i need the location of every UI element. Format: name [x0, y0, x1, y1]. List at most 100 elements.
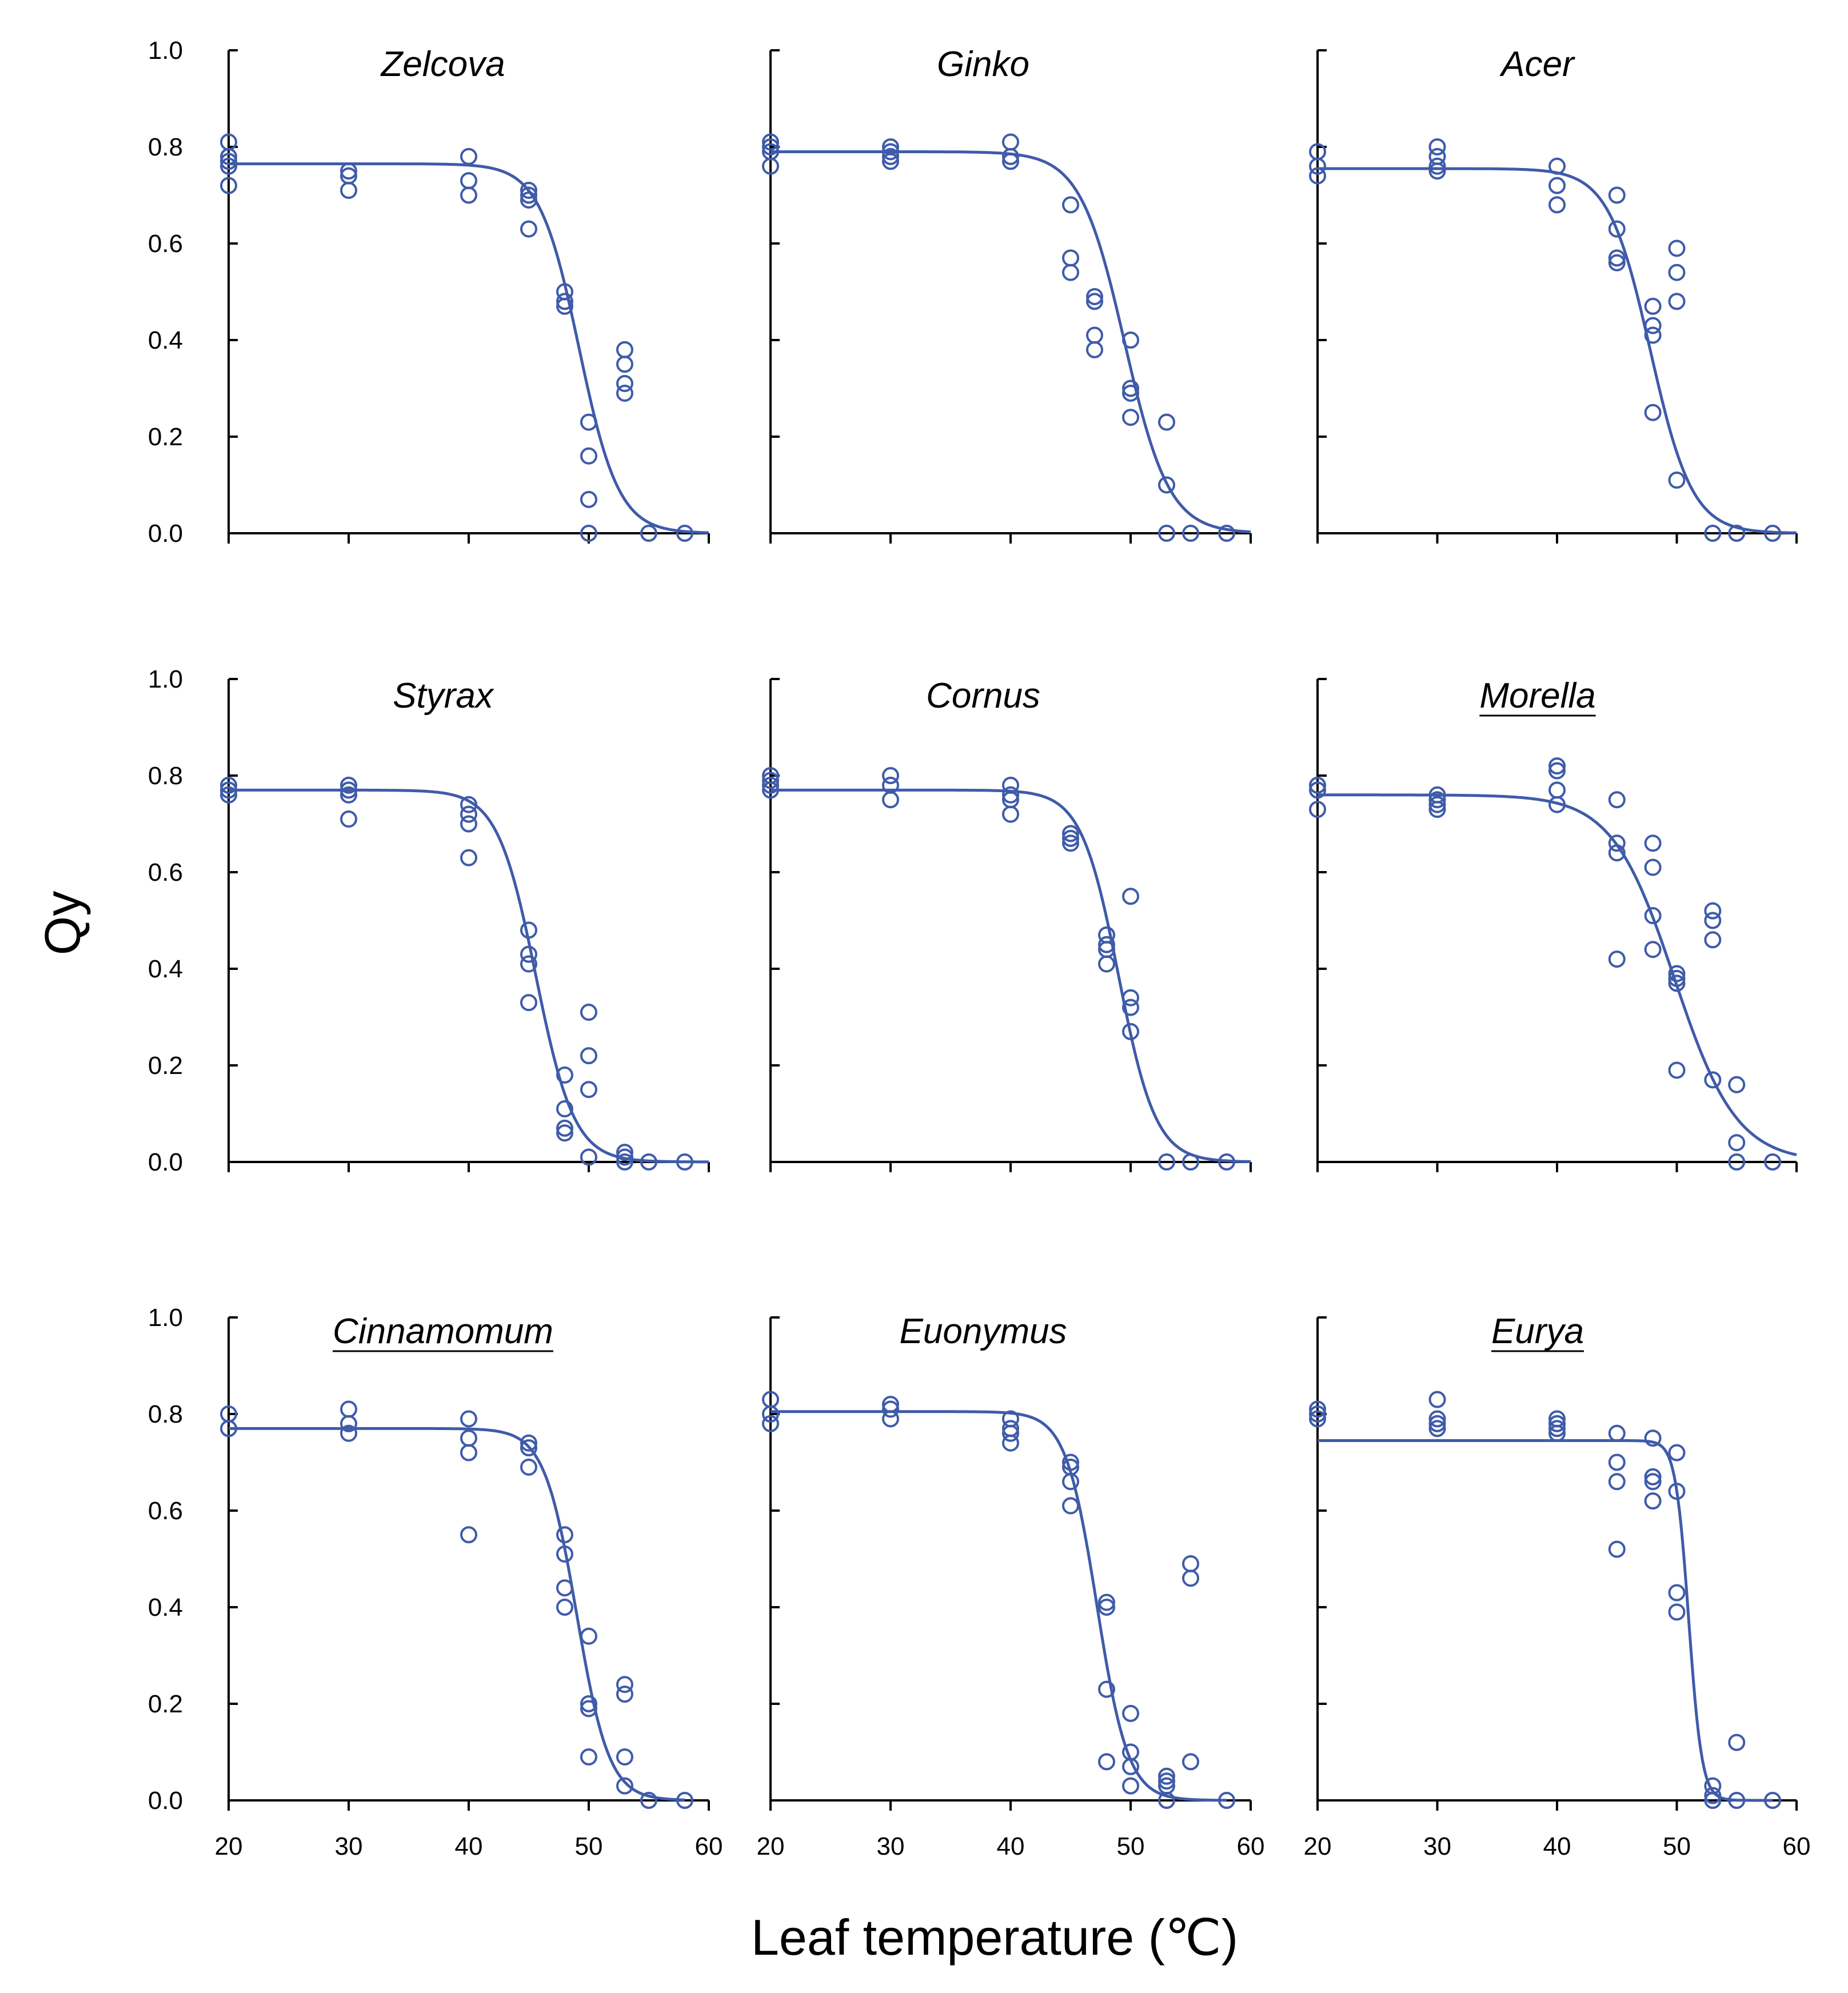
- panel-morella-data-point: [1728, 1153, 1746, 1171]
- panel-zelcova-data-point: [220, 157, 237, 175]
- panel-ginko-data-point: [762, 138, 779, 155]
- panel-cornus-data-point: [1122, 888, 1139, 905]
- panel-styrax-data-point: [340, 786, 357, 804]
- panel-cinnamomum-data-point: [340, 1424, 357, 1442]
- panel-zelcova: 0.0 0.2 0.4 0.6 0.8 1.0 Zelcova: [148, 37, 710, 548]
- panel-zelcova-data-point: [460, 147, 477, 165]
- panel-ginko-data-point: [1122, 384, 1139, 402]
- panel-cinnamomum-data-point: [580, 1748, 597, 1766]
- panel-styrax-data-point: [556, 1119, 573, 1137]
- panel-cinnamomum-ytick-label: 0.0: [148, 1787, 183, 1815]
- panel-euonymus-data-point: [1122, 1758, 1139, 1775]
- panel-ginko-fit-curve: [771, 150, 1251, 534]
- panel-cinnamomum-ytick-label: 0.8: [148, 1400, 183, 1428]
- panel-zelcova-data-point: [460, 172, 477, 190]
- panel-styrax-ytick-label: 1.0: [148, 665, 183, 693]
- panel-morella-data-point: [1668, 1061, 1686, 1079]
- panel-eurya-data-point: [1668, 1444, 1686, 1461]
- panel-eurya-data-point: [1644, 1473, 1662, 1491]
- panel-cinnamomum-data-point: [460, 1410, 477, 1428]
- panel-ginko-data-point: [1086, 287, 1103, 305]
- panel-cinnamomum-fit-curve: [229, 1427, 685, 1802]
- panel-cinnamomum-ytick-label: 0.4: [148, 1593, 183, 1621]
- panel-ginko-data-point: [1158, 525, 1175, 542]
- panel-morella-data-point: [1668, 969, 1686, 987]
- panel-euonymus-xtick-label: 40: [997, 1832, 1025, 1860]
- panel-euonymus-data-point: [1122, 1777, 1139, 1795]
- panel-eurya-data-point: [1608, 1453, 1626, 1471]
- panel-euonymus-xtick-label: 50: [1117, 1832, 1145, 1860]
- panel-cinnamomum-data-point: [460, 1526, 477, 1544]
- panel-eurya-data-point: [1704, 1792, 1722, 1809]
- panel-zelcova-ytick-label: 0.4: [148, 326, 183, 354]
- panel-euonymus-title: Euonymus: [900, 1312, 1067, 1351]
- panel-styrax-data-point: [676, 1153, 693, 1171]
- panel-euonymus-data-point: [1002, 1424, 1019, 1442]
- panel-acer-data-point: [1728, 525, 1746, 542]
- panel-styrax-data-point: [520, 945, 537, 963]
- panel-acer: Acer: [1309, 45, 1798, 544]
- panel-morella-data-point: [1608, 834, 1626, 852]
- panel-ginko-data-point: [1062, 263, 1079, 281]
- panel-eurya-data-point: [1309, 1410, 1326, 1428]
- panel-zelcova-data-point: [616, 356, 633, 373]
- panel-zelcova-fit-curve: [229, 162, 709, 534]
- panel-cinnamomum-data-point: [616, 1686, 633, 1703]
- panel-styrax-data-point: [220, 776, 237, 794]
- panel-cinnamomum-data-point: [556, 1599, 573, 1616]
- panel-cinnamomum-data-point: [520, 1434, 537, 1452]
- panel-acer-data-point: [1668, 263, 1686, 281]
- panel-morella-data-point: [1309, 776, 1326, 794]
- panel-zelcova-ytick-label: 1.0: [148, 37, 183, 65]
- panel-zelcova-data-point: [220, 177, 237, 194]
- panel-ginko-data-point: [1218, 525, 1235, 542]
- panels-group: 0.0 0.2 0.4 0.6 0.8 1.0 Zelcova Ginko Acer 0.0 0.2…: [148, 37, 1811, 1860]
- panel-zelcova-data-point: [520, 191, 537, 209]
- panel-eurya-xtick-label: 50: [1663, 1832, 1691, 1860]
- panel-ginko-data-point: [1062, 249, 1079, 267]
- panel-cinnamomum-data-point: [580, 1695, 597, 1712]
- panel-cornus-data-point: [762, 772, 779, 789]
- panel-eurya-data-point: [1428, 1415, 1446, 1432]
- panel-euonymus-data-point: [1098, 1593, 1115, 1611]
- panel-euonymus-data-point: [1062, 1453, 1079, 1471]
- panel-zelcova-ytick-label: 0.8: [148, 133, 183, 161]
- panel-morella-data-point: [1309, 781, 1326, 799]
- panel-ginko-data-point: [1062, 196, 1079, 214]
- panel-morella-data-point: [1704, 912, 1722, 929]
- panel-eurya-data-point: [1548, 1424, 1566, 1442]
- panel-cinnamomum: 0.0 0.2 0.4 0.6 0.8 1.0 20 30 40 50 60 Cinnamomum: [148, 1304, 723, 1860]
- panel-acer-data-point: [1644, 297, 1662, 315]
- panel-morella-data-point: [1704, 931, 1722, 949]
- panel-styrax-data-point: [616, 1144, 633, 1161]
- panel-cinnamomum-data-point: [520, 1458, 537, 1476]
- panel-euonymus-data-point: [1218, 1792, 1235, 1809]
- panel-cinnamomum-title: Cinnamomum: [333, 1312, 553, 1351]
- panel-cinnamomum-ytick-label: 0.6: [148, 1497, 183, 1525]
- panel-acer-data-point: [1668, 239, 1686, 257]
- panel-ginko-data-point: [1002, 133, 1019, 151]
- panel-morella-data-point: [1728, 1134, 1746, 1152]
- panel-cinnamomum-data-point: [580, 1627, 597, 1645]
- panel-cinnamomum-data-point: [580, 1700, 597, 1718]
- panel-zelcova-data-point: [676, 525, 693, 542]
- panel-morella-data-point: [1608, 950, 1626, 968]
- panel-styrax-ytick-label: 0.4: [148, 955, 183, 983]
- panel-styrax-data-point: [580, 1081, 597, 1099]
- panel-morella-data-point: [1548, 762, 1566, 780]
- panel-eurya-xtick-label: 30: [1423, 1832, 1451, 1860]
- panel-styrax-data-point: [616, 1148, 633, 1166]
- panel-euonymus-data-point: [1122, 1704, 1139, 1722]
- panel-zelcova-data-point: [520, 186, 537, 204]
- panel-eurya-data-point: [1309, 1405, 1326, 1423]
- panel-zelcova-data-point: [580, 413, 597, 431]
- panel-morella-data-point: [1428, 791, 1446, 809]
- panel-eurya-xtick-label: 60: [1783, 1832, 1811, 1860]
- panel-cinnamomum-data-point: [220, 1420, 237, 1437]
- panel-euonymus: 20 30 40 50 60 Euonymus: [757, 1312, 1265, 1860]
- panel-eurya-data-point: [1644, 1468, 1662, 1485]
- panel-cornus-data-point: [1218, 1153, 1235, 1171]
- panel-eurya-data-point: [1764, 1792, 1782, 1809]
- panel-cornus-data-point: [1098, 936, 1115, 953]
